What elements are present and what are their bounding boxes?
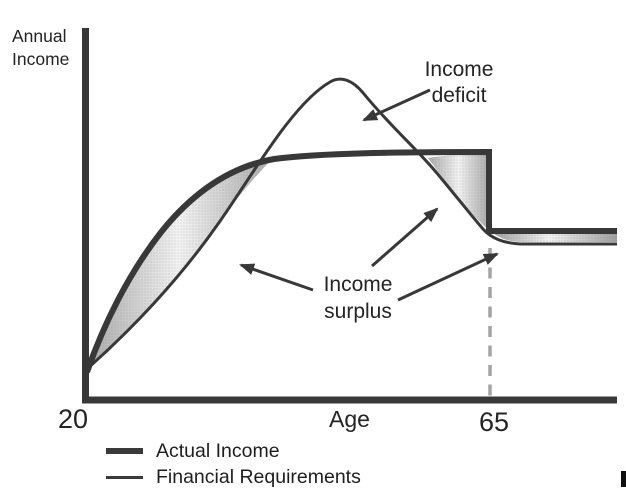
financial-requirements-curve <box>86 77 617 371</box>
legend-label: Financial Requirements <box>156 465 361 488</box>
legend-item-actual-income: Actual Income <box>106 438 361 464</box>
scan-artifact-mark <box>621 471 626 487</box>
y-axis-label: Annual Income <box>12 25 69 71</box>
legend: Actual Income Financial Requirements <box>106 438 361 490</box>
x-tick-65: 65 <box>479 407 510 437</box>
x-tick-20: 20 <box>58 404 89 434</box>
y-axis-label-line1: Annual <box>12 26 67 46</box>
thin-line-swatch <box>106 475 143 479</box>
y-axis-label-line2: Income <box>12 49 70 69</box>
deficit-arrow <box>362 88 431 122</box>
legend-item-financial-requirements: Financial Requirements <box>106 464 361 490</box>
thick-line-swatch <box>106 448 143 454</box>
surplus-arrow-upper <box>371 207 439 268</box>
surplus-shade-right <box>428 153 489 230</box>
post-retirement-surplus-band <box>493 233 617 242</box>
income-surplus-annotation: Income surplus <box>323 273 393 323</box>
surplus-arrow-left <box>239 263 314 292</box>
income-deficit-annotation: Income deficit <box>424 58 494 107</box>
actual-income-curve <box>84 148 617 373</box>
x-axis-label: Age <box>329 406 370 432</box>
surplus-arrow-right <box>397 252 499 302</box>
legend-label: Actual Income <box>156 439 280 462</box>
